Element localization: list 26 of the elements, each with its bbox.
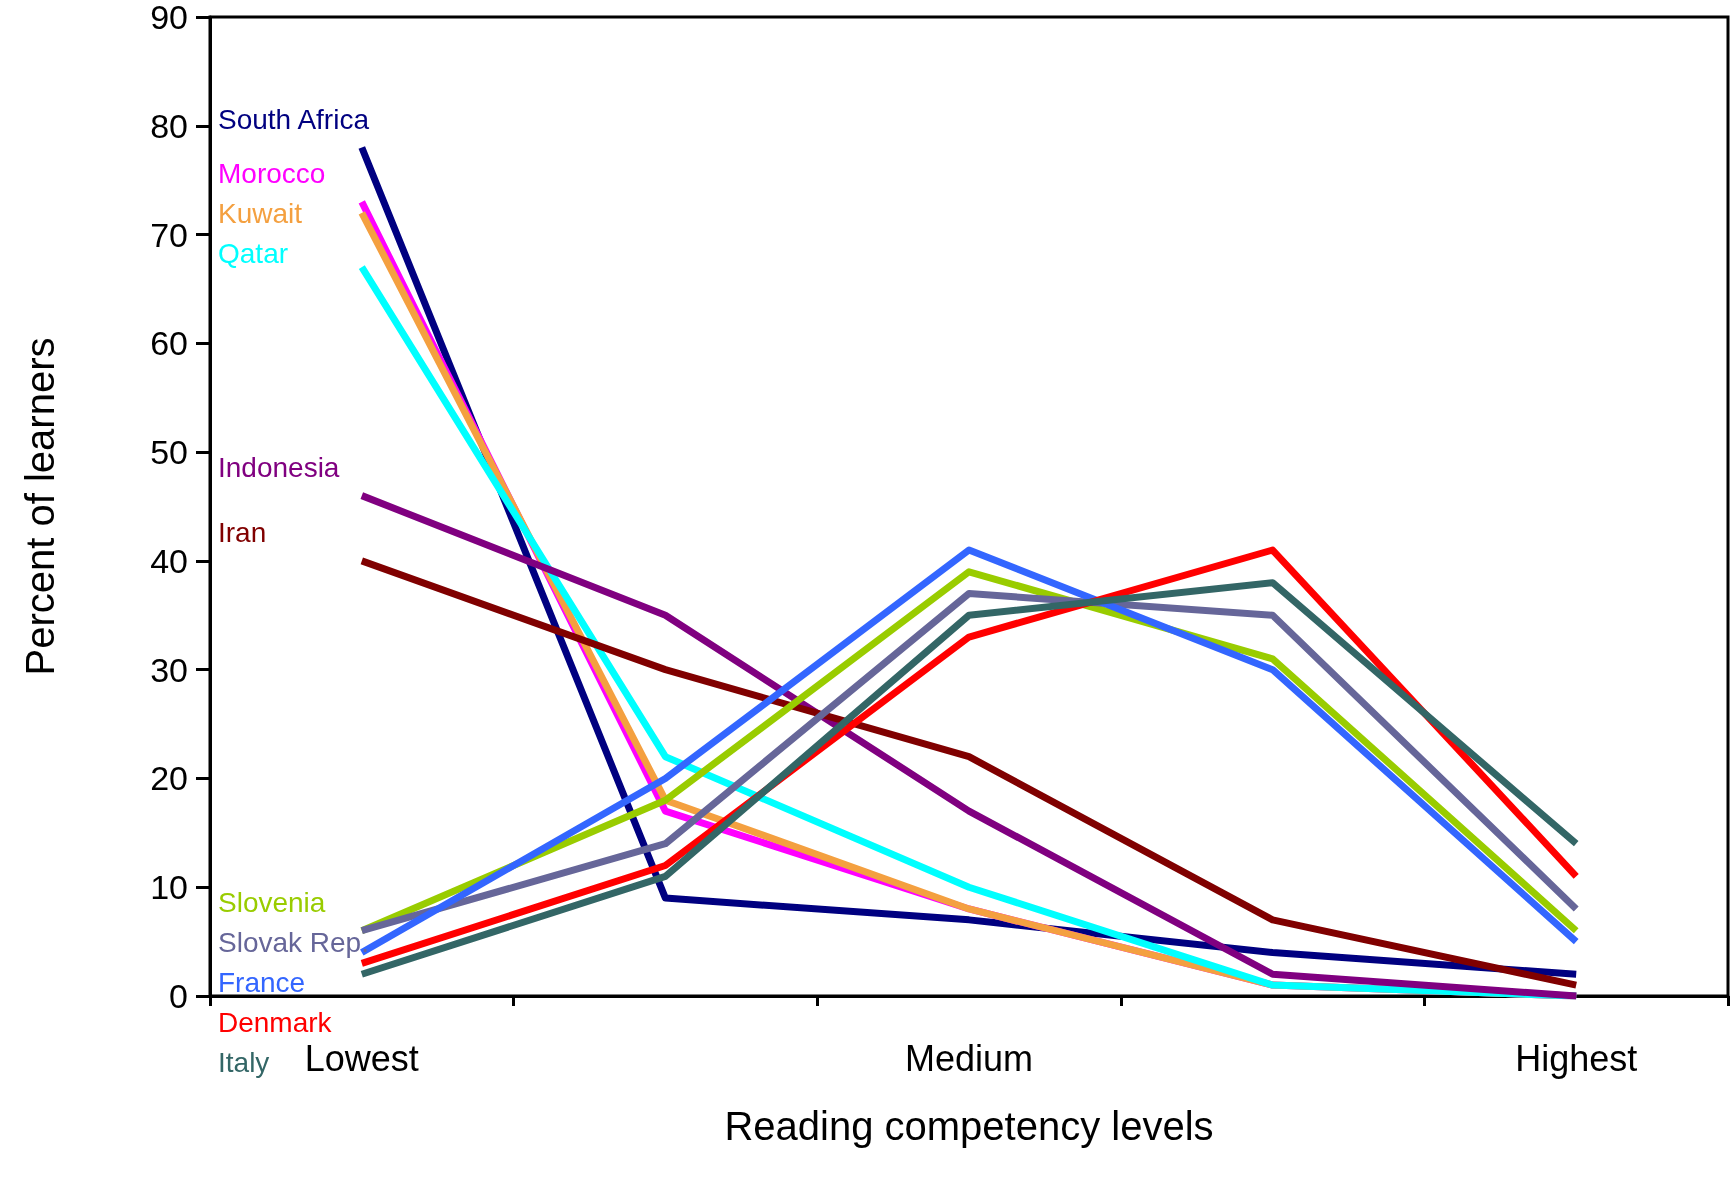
text: Qatar: [218, 238, 289, 270]
y-tick-label: 90: [150, 0, 188, 36]
y-tick-label: 20: [150, 759, 188, 798]
series-label: Slovenia: [218, 887, 326, 919]
y-tick-label: 80: [150, 106, 188, 145]
text: France: [218, 967, 306, 999]
text: Italy: [218, 1047, 270, 1079]
y-tick-label: 60: [150, 324, 188, 363]
x-axis-title: Reading competency levels: [724, 1104, 1214, 1148]
series-label: Morocco: [218, 158, 326, 190]
series-label: Indonesia: [218, 452, 340, 484]
x-tick-label: Highest: [1515, 1037, 1638, 1079]
text: Iran: [218, 517, 267, 549]
y-tick-label: 50: [150, 433, 188, 472]
y-axis-title: Percent of learners: [18, 337, 62, 676]
y-tick-label: 40: [150, 541, 188, 580]
y-tick-label: 30: [150, 650, 188, 689]
y-tick-label: 10: [150, 868, 188, 907]
y-tick-label: 70: [150, 215, 188, 254]
x-tick-label: Medium: [904, 1037, 1034, 1079]
series-label: Denmark: [218, 1007, 333, 1039]
series-label: South Africa: [218, 104, 370, 136]
series-label: Slovak Rep.: [218, 927, 369, 959]
text: Kuwait: [218, 198, 303, 230]
x-tick-label: Lowest: [304, 1037, 419, 1079]
y-tick-label: 0: [169, 977, 188, 1015]
